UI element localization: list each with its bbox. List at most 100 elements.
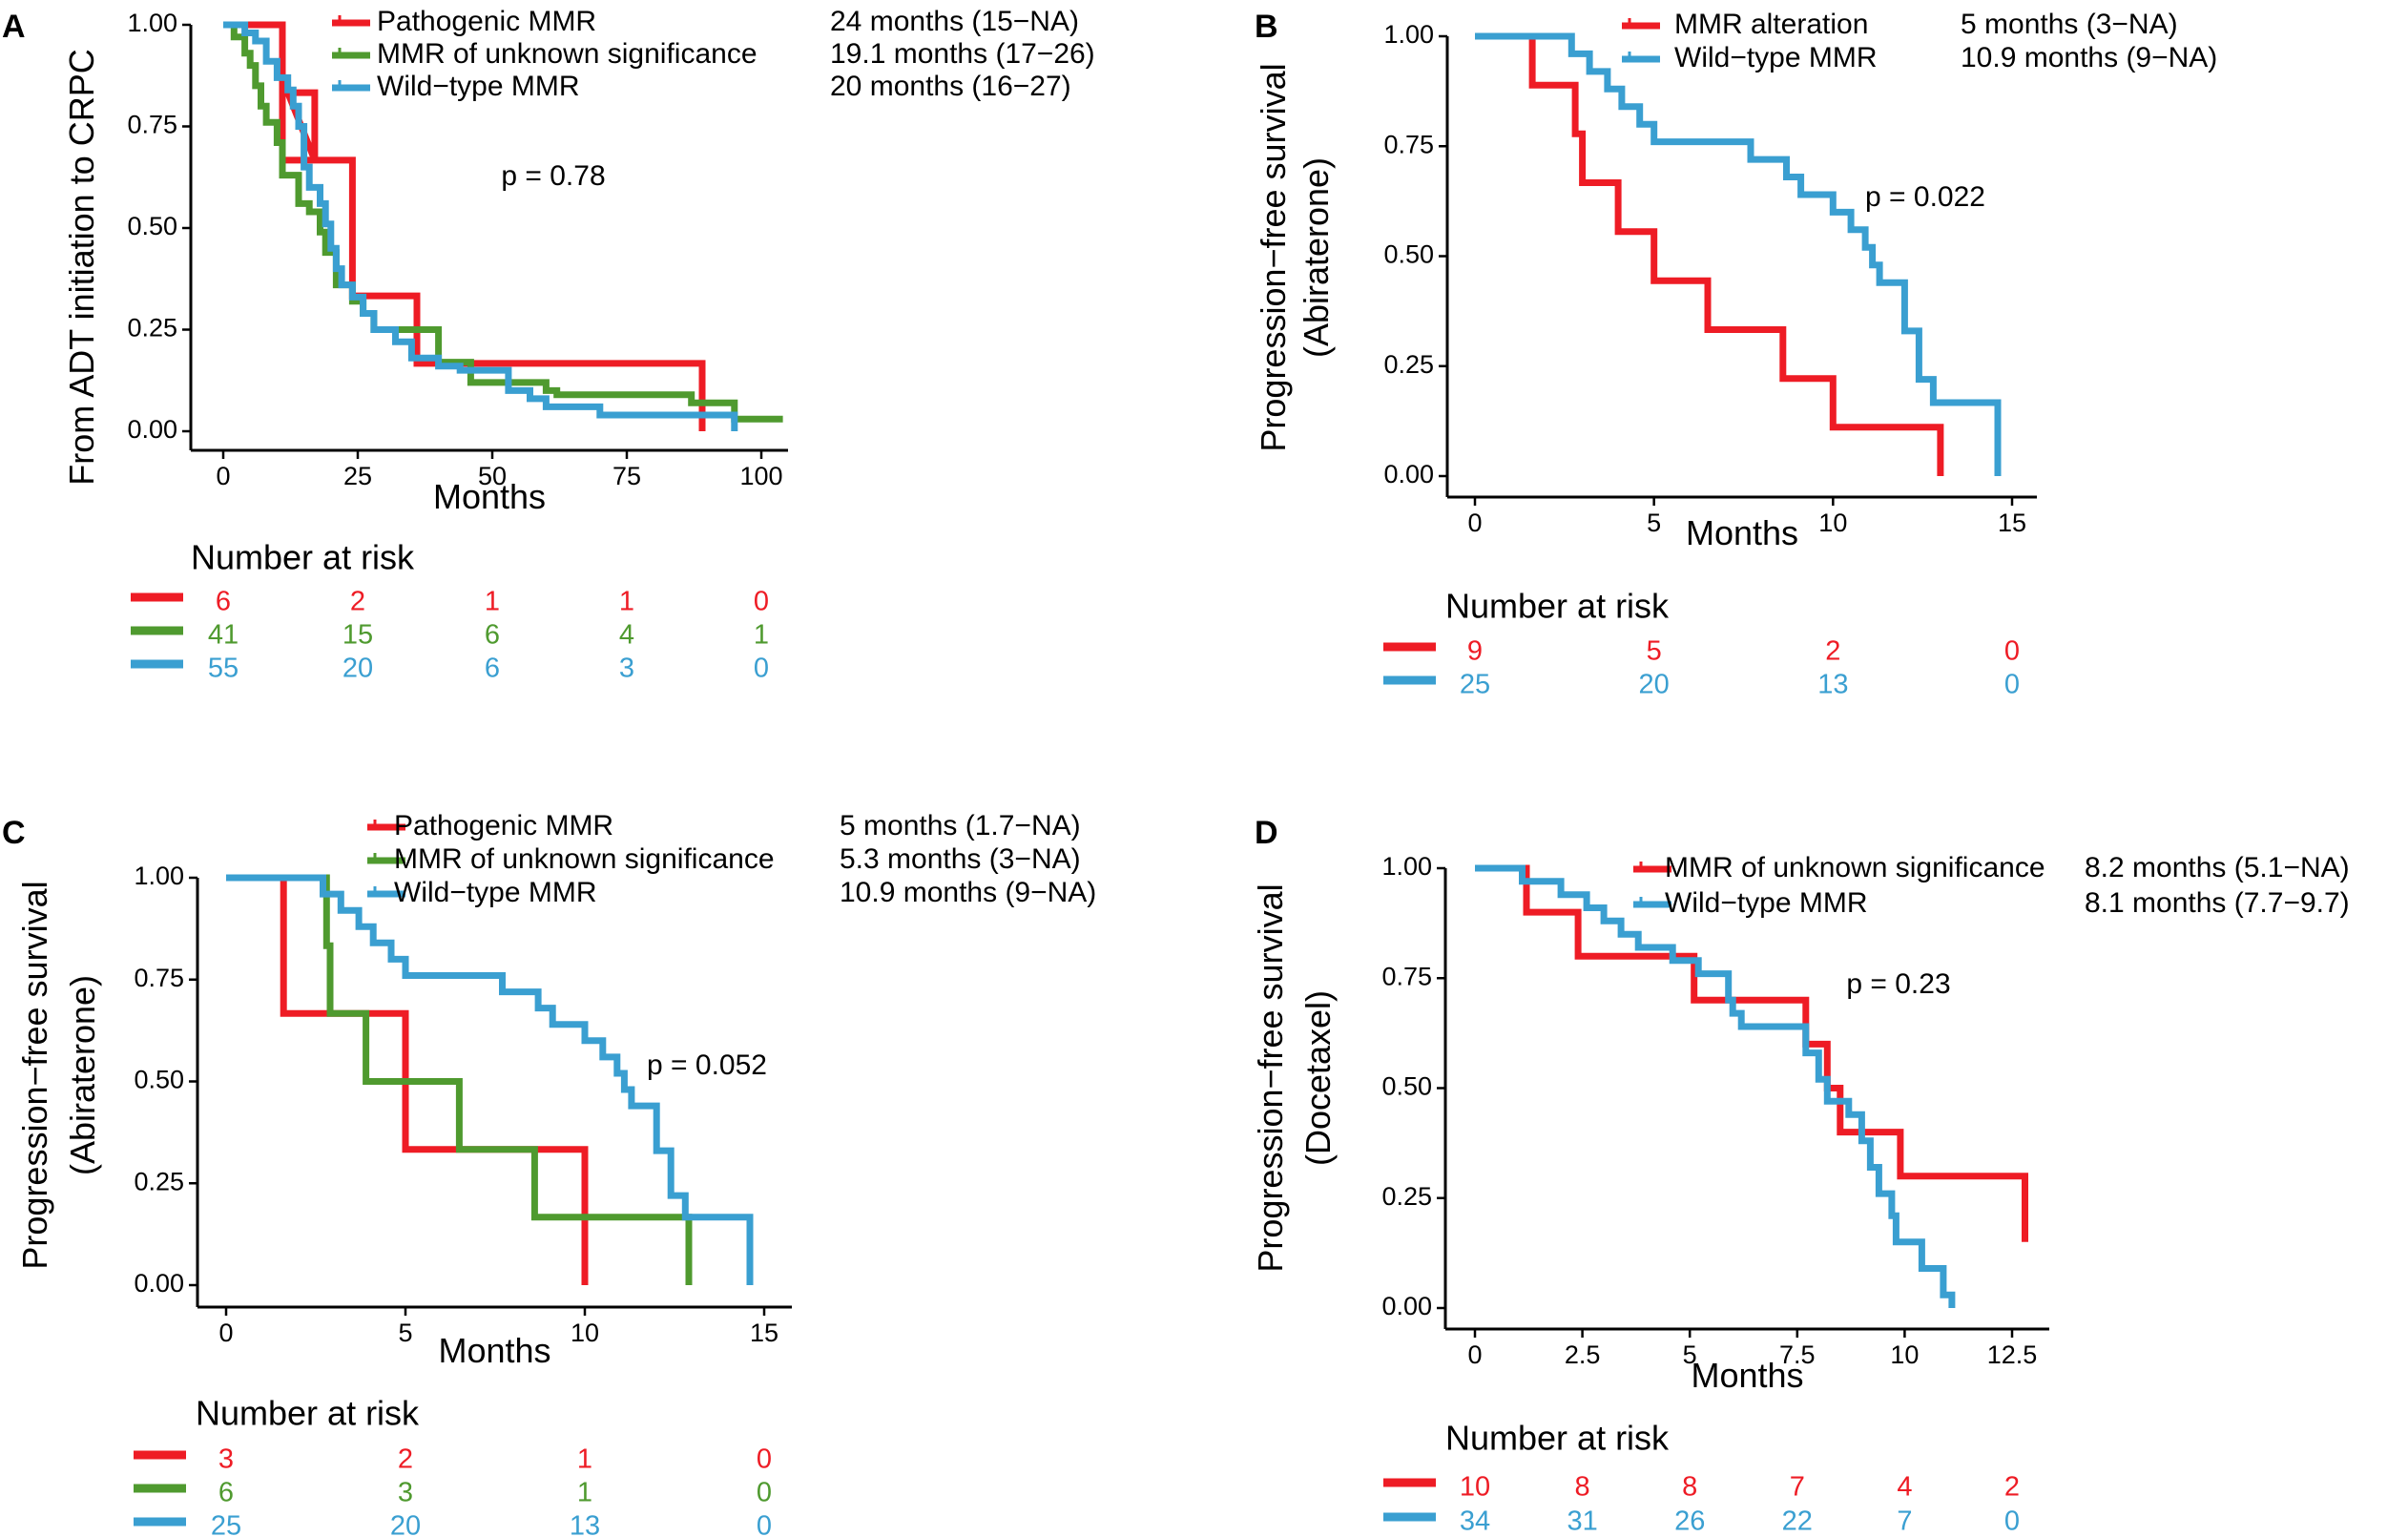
legend-median: 24 months (15−NA) bbox=[830, 6, 1079, 37]
x-tick-label: 75 bbox=[612, 462, 641, 490]
panel-letter: A bbox=[2, 9, 26, 45]
risk-value: 25 bbox=[1460, 670, 1490, 700]
panel-d: D 0.00 0.25 0.50 0.75 1.00 0 2.5 5 7.5 10 12.5 Month… bbox=[1251, 815, 2350, 1537]
risk-value: 4 bbox=[619, 620, 634, 651]
risk-value: 25 bbox=[211, 1511, 241, 1537]
number-at-risk-label: Number at risk bbox=[1445, 587, 1670, 626]
y-tick-label: 0.50 bbox=[1383, 240, 1434, 269]
y-tick-label: 0.50 bbox=[1381, 1072, 1432, 1101]
y-tick-label: 0.25 bbox=[127, 314, 177, 343]
legend-label: MMR alteration bbox=[1674, 9, 1868, 40]
x-tick-label: 15 bbox=[1998, 509, 2026, 537]
risk-value: 0 bbox=[2004, 636, 2020, 667]
risk-value: 0 bbox=[754, 587, 769, 617]
risk-value: 2 bbox=[350, 587, 365, 617]
legend-median: 5 months (1.7−NA) bbox=[840, 810, 1081, 841]
risk-value: 1 bbox=[577, 1444, 592, 1475]
risk-value: 0 bbox=[754, 654, 769, 684]
km-curve-mmr-of-unknown-significance bbox=[1475, 864, 2028, 1242]
y-axis-label: Progression−free survival bbox=[15, 881, 54, 1269]
risk-value: 3 bbox=[398, 1478, 413, 1508]
risk-value: 26 bbox=[1674, 1506, 1705, 1537]
risk-value: 2 bbox=[1825, 636, 1840, 667]
x-tick-label: 0 bbox=[1467, 1340, 1482, 1369]
risk-value: 34 bbox=[1460, 1506, 1490, 1537]
risk-value: 2 bbox=[2004, 1472, 2020, 1503]
legend-label: Wild−type MMR bbox=[377, 71, 580, 102]
p-value: p = 0.23 bbox=[1846, 968, 1950, 1000]
x-tick-label: 10 bbox=[1818, 509, 1847, 537]
x-axis-label: Months bbox=[438, 1331, 550, 1370]
y-tick-label: 0.25 bbox=[134, 1167, 184, 1195]
legend-label: MMR of unknown significance bbox=[377, 38, 758, 70]
legend-median: 20 months (16−27) bbox=[830, 71, 1071, 102]
risk-value: 20 bbox=[1639, 670, 1670, 700]
panel-letter: B bbox=[1255, 9, 1278, 45]
legend-label: Wild−type MMR bbox=[1665, 887, 1868, 919]
risk-value: 3 bbox=[619, 654, 634, 684]
y-tick-label: 0.25 bbox=[1383, 350, 1434, 379]
y-tick-label: 0.75 bbox=[1383, 130, 1434, 158]
p-value: p = 0.052 bbox=[647, 1049, 767, 1081]
legend-median: 8.2 months (5.1−NA) bbox=[2085, 852, 2350, 883]
x-tick-label: 5 bbox=[398, 1319, 412, 1347]
y-tick-label: 1.00 bbox=[1383, 20, 1434, 49]
km-curve-mmr-of-unknown-significance bbox=[223, 21, 783, 423]
risk-value: 1 bbox=[619, 587, 634, 617]
panel-letter: D bbox=[1255, 815, 1278, 851]
panel-a: A0.000.250.500.751.000 25 50 75 100MonthsFro… bbox=[2, 6, 1095, 684]
risk-value: 2 bbox=[398, 1444, 413, 1475]
risk-value: 0 bbox=[2004, 1506, 2020, 1537]
x-tick-label: 0 bbox=[1467, 509, 1482, 537]
x-axis-label: Months bbox=[1686, 513, 1798, 552]
legend-label: Pathogenic MMR bbox=[394, 810, 613, 841]
risk-value: 41 bbox=[208, 620, 239, 651]
x-tick-label: 5 bbox=[1647, 509, 1661, 537]
risk-value: 6 bbox=[216, 587, 231, 617]
risk-value: 20 bbox=[390, 1511, 421, 1537]
risk-value: 8 bbox=[1575, 1472, 1590, 1503]
legend-median: 5 months (3−NA) bbox=[1961, 9, 2178, 40]
legend-median: 5.3 months (3−NA) bbox=[840, 843, 1081, 875]
y-tick-label: 0.75 bbox=[127, 111, 177, 139]
risk-value: 13 bbox=[1817, 670, 1848, 700]
risk-value: 7 bbox=[1897, 1506, 1912, 1537]
y-axis-label: (Abiraterone) bbox=[63, 975, 102, 1175]
y-tick-label: 1.00 bbox=[1381, 852, 1432, 881]
risk-value: 1 bbox=[577, 1478, 592, 1508]
x-tick-label: 50 bbox=[478, 462, 507, 490]
number-at-risk-label: Number at risk bbox=[196, 1394, 420, 1433]
risk-value: 0 bbox=[757, 1478, 772, 1508]
x-tick-label: 15 bbox=[750, 1319, 778, 1347]
y-tick-label: 1.00 bbox=[127, 9, 177, 37]
risk-value: 20 bbox=[343, 654, 373, 684]
number-at-risk-label: Number at risk bbox=[1445, 1419, 1670, 1458]
risk-value: 10 bbox=[1460, 1472, 1490, 1503]
panel-c: C0.000.250.500.751.000 5 10 15MonthsProgres… bbox=[2, 810, 1096, 1537]
y-axis-label: From ADT initiation to CRPC bbox=[62, 49, 101, 485]
x-tick-label: 100 bbox=[739, 462, 782, 490]
y-tick-label: 0.00 bbox=[1381, 1292, 1432, 1320]
x-tick-label: 25 bbox=[343, 462, 372, 490]
risk-value: 4 bbox=[1897, 1472, 1912, 1503]
y-axis-label: (Docetaxel) bbox=[1298, 990, 1338, 1166]
risk-value: 13 bbox=[570, 1511, 600, 1537]
y-tick-label: 0.75 bbox=[134, 964, 184, 992]
y-axis-label: (Abiraterone) bbox=[1297, 157, 1336, 358]
risk-value: 1 bbox=[754, 620, 769, 651]
km-curve-wild-type-mmr bbox=[1475, 864, 1956, 1308]
x-tick-label: 0 bbox=[218, 1319, 233, 1347]
legend-median: 8.1 months (7.7−9.7) bbox=[2085, 887, 2350, 919]
risk-value: 0 bbox=[757, 1444, 772, 1475]
legend-label: Pathogenic MMR bbox=[377, 6, 596, 37]
km-curve-wild-type-mmr bbox=[1475, 32, 2002, 476]
y-axis-label: Progression−free survival bbox=[1254, 63, 1293, 451]
risk-value: 3 bbox=[218, 1444, 234, 1475]
risk-value: 0 bbox=[757, 1511, 772, 1537]
p-value: p = 0.022 bbox=[1865, 181, 1985, 213]
y-axis-label: Progression−free survival bbox=[1251, 883, 1290, 1272]
risk-value: 9 bbox=[1467, 636, 1483, 667]
y-tick-label: 0.00 bbox=[1383, 460, 1434, 488]
y-tick-label: 0.75 bbox=[1381, 962, 1432, 990]
